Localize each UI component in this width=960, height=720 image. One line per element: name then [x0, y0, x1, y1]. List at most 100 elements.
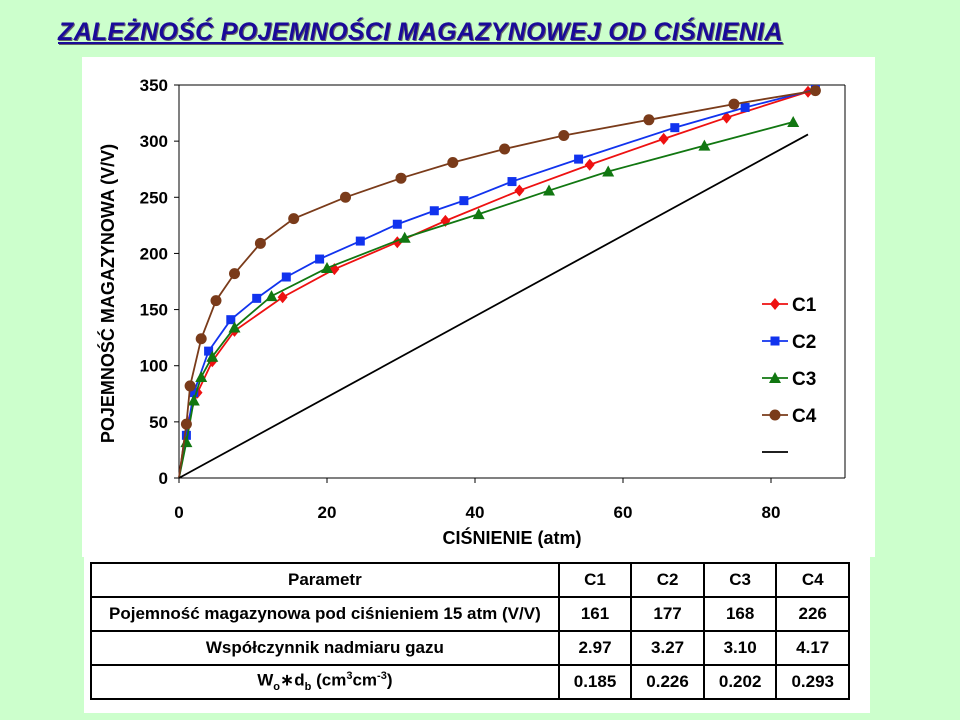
table-cell: 4.17 — [775, 630, 850, 666]
x-tick-label: 0 — [174, 503, 183, 522]
data-point — [507, 177, 517, 187]
label-sub-b: b — [304, 681, 312, 694]
parameters-table: Parametr C1 C2 C3 C4 Pojemność magazynow… — [90, 562, 850, 700]
label-d: d — [294, 671, 305, 691]
legend-label: C2 — [792, 332, 816, 353]
data-point — [499, 143, 511, 155]
label-open: (cm — [311, 671, 347, 691]
data-point — [398, 231, 411, 243]
table-cell: 177 — [630, 596, 705, 632]
data-point — [265, 290, 278, 302]
table-header-row: Parametr C1 C2 C3 C4 — [90, 562, 850, 598]
table-header-cell: C2 — [630, 562, 705, 598]
table-cell: 226 — [775, 596, 850, 632]
data-point — [355, 236, 365, 246]
table-cell: 161 — [557, 596, 633, 632]
label-sub-o: o — [273, 681, 280, 694]
legend-label: C4 — [792, 406, 817, 427]
y-tick-label: 350 — [140, 76, 168, 95]
label-close: ) — [386, 671, 393, 691]
chart-panel: 0 50 100 150 200 250 300 350 0 20 40 60 80 CIŚNIENIE … — [82, 57, 875, 557]
data-point — [459, 196, 469, 206]
data-point — [210, 295, 222, 307]
data-point — [315, 254, 325, 264]
data-point — [206, 350, 219, 362]
data-point — [184, 380, 196, 392]
data-point — [395, 172, 407, 184]
x-tick-label: 80 — [762, 503, 781, 522]
table-header-cell: C3 — [702, 562, 778, 598]
label-cm: cm — [352, 671, 378, 691]
series-line — [178, 88, 816, 479]
data-point — [728, 98, 740, 110]
data-point — [195, 370, 208, 382]
data-point — [204, 346, 214, 356]
data-point — [740, 102, 750, 112]
page-title: ZALEŻNOŚĆ POJEMNOŚCI MAGAZYNOWEJ OD CIŚN… — [58, 18, 783, 46]
data-point — [392, 219, 402, 229]
legend-marker — [770, 298, 780, 310]
table-row: Współczynnik nadmiaru gazu 2.97 3.27 3.1… — [90, 630, 850, 666]
legend-marker — [769, 372, 781, 383]
data-point — [228, 321, 241, 333]
table-cell: 3.27 — [630, 630, 705, 666]
data-point — [429, 206, 439, 216]
data-point — [447, 156, 459, 168]
label-star: ∗ — [280, 671, 295, 691]
table-cell: 0.185 — [557, 664, 633, 700]
data-point — [281, 272, 291, 282]
y-tick-label: 150 — [140, 301, 168, 320]
data-point — [643, 114, 655, 126]
parameters-table-panel: Parametr C1 C2 C3 C4 Pojemność magazynow… — [84, 557, 870, 713]
data-point — [543, 184, 555, 196]
data-point — [252, 293, 262, 303]
table-cell: 0.226 — [630, 664, 705, 700]
data-point — [787, 116, 800, 128]
data-point — [254, 237, 266, 249]
data-point — [584, 158, 595, 171]
table-cell: 0.293 — [775, 664, 850, 700]
y-tick-label: 50 — [149, 413, 168, 432]
table-cell: 3.10 — [702, 630, 778, 666]
row-label: Współczynnik nadmiaru gazu — [90, 630, 560, 666]
data-point — [514, 184, 525, 197]
y-axis-title: POJEMNOŚĆ MAGAZYNOWA (V/V) — [97, 144, 118, 443]
data-point — [574, 154, 584, 164]
table-header-cell: C1 — [557, 562, 633, 598]
data-point — [181, 430, 191, 440]
legend-marker — [769, 409, 781, 421]
y-tick-label: 200 — [140, 244, 168, 263]
data-point — [288, 213, 300, 225]
pressure-capacity-chart: 0 50 100 150 200 250 300 350 0 20 40 60 80 CIŚNIENIE … — [97, 76, 846, 548]
table-row: Wo∗db (cm3cm-3) 0.185 0.226 0.202 0.293 — [90, 664, 850, 700]
table-header-cell: C4 — [775, 562, 850, 598]
label-w: W — [257, 671, 274, 691]
data-point — [226, 315, 236, 325]
data-point — [187, 394, 200, 406]
table-row: Pojemność magazynowa pod ciśnieniem 15 a… — [90, 596, 850, 632]
data-point — [558, 130, 570, 142]
y-tick-label: 300 — [140, 132, 168, 151]
series-line — [178, 90, 809, 479]
table-cell: 168 — [702, 596, 778, 632]
series-line — [178, 121, 794, 479]
data-point — [340, 191, 351, 203]
x-tick-label: 60 — [614, 503, 633, 522]
label-sup-minus3: -3 — [377, 670, 387, 683]
data-point — [670, 123, 680, 133]
row-label: Pojemność magazynowa pod ciśnieniem 15 a… — [90, 596, 560, 632]
legend-label: C3 — [792, 369, 816, 390]
y-tick-label: 100 — [140, 357, 168, 376]
legend-marker — [770, 336, 780, 346]
row-label: Wo∗db (cm3cm-3) — [90, 664, 560, 700]
data-point — [472, 208, 485, 220]
label-sup-3: 3 — [346, 670, 353, 683]
data-point — [602, 165, 615, 177]
legend-label: C1 — [792, 295, 817, 316]
data-point — [809, 85, 821, 97]
data-point — [229, 268, 240, 280]
data-point — [321, 262, 333, 274]
x-tick-label: 20 — [318, 503, 337, 522]
series-line — [178, 133, 809, 479]
table-cell: 2.97 — [557, 630, 633, 666]
